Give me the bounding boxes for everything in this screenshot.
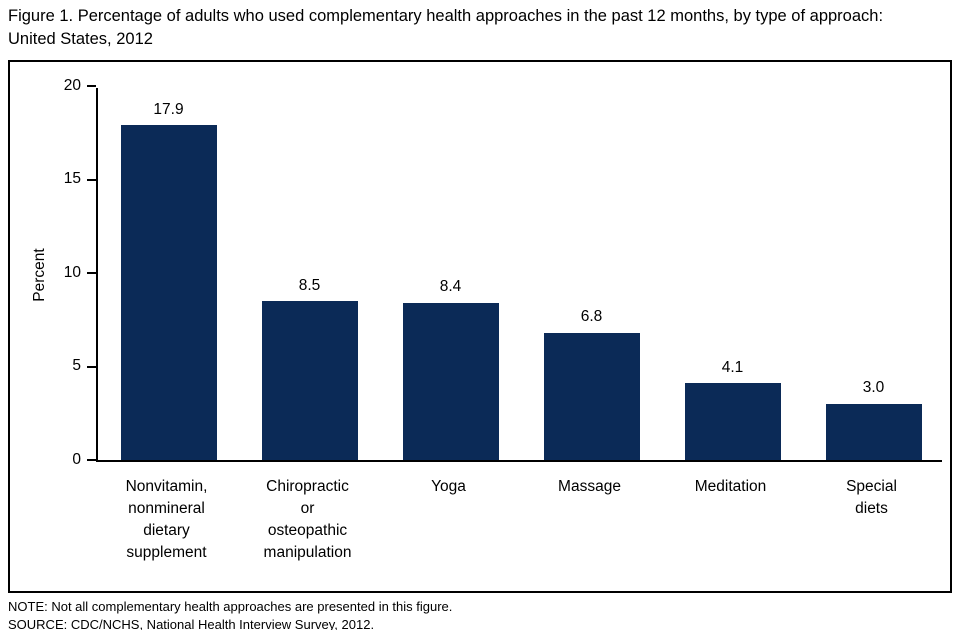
source-text: SOURCE: CDC/NCHS, National Health Interv… [8, 616, 375, 630]
bar [120, 125, 217, 460]
bar-value-label: 8.5 [298, 276, 321, 294]
x-axis-label: Special diets [846, 478, 897, 517]
y-tick-label: 5 [72, 357, 81, 374]
bar-value-label: 8.4 [439, 278, 462, 296]
bar-value-label: 6.8 [580, 308, 603, 326]
y-tick-label: 15 [63, 170, 81, 187]
bar [402, 302, 499, 460]
y-tick-label: 20 [63, 76, 81, 94]
y-tick-mark [87, 272, 96, 274]
note-text: NOTE: Not all complementary health appro… [8, 599, 453, 614]
bar [543, 332, 640, 460]
y-tick-mark [87, 365, 96, 368]
bar [684, 383, 781, 460]
bar-value-label: 4.1 [721, 358, 744, 376]
x-axis-label: Yoga [431, 478, 466, 495]
x-axis-label: Chiropractic or osteopathic manipulation [263, 478, 352, 561]
y-tick-label: 0 [72, 450, 81, 468]
figure-notes: NOTE: Not all complementary health appro… [8, 598, 452, 630]
chart-frame: Percent 0 5 10 15 20 17.9 8.5 8.4 6.8 4.1 3.0 Nonv… [8, 60, 952, 593]
bar [825, 403, 922, 460]
bar [261, 301, 358, 460]
plot-area: 0 5 10 15 20 17.9 8.5 8.4 6.8 4.1 3.0 [64, 77, 942, 467]
y-tick-mark [87, 85, 96, 87]
bar-value-label: 3.0 [862, 379, 885, 397]
figure-title: Figure 1. Percentage of adults who used … [8, 7, 884, 49]
x-axis-label: Massage [558, 478, 621, 495]
x-axis-label: Meditation [694, 478, 767, 495]
y-axis-title: Percent [31, 248, 48, 302]
y-tick-mark [87, 459, 96, 461]
y-tick-mark [87, 178, 96, 181]
y-tick-label: 10 [63, 263, 81, 281]
x-axis-labels: Nonvitamin, nonmineral dietary supplemen… [96, 476, 942, 586]
x-axis-label: Nonvitamin, nonmineral dietary supplemen… [125, 478, 208, 561]
bar-value-label: 17.9 [153, 100, 184, 118]
